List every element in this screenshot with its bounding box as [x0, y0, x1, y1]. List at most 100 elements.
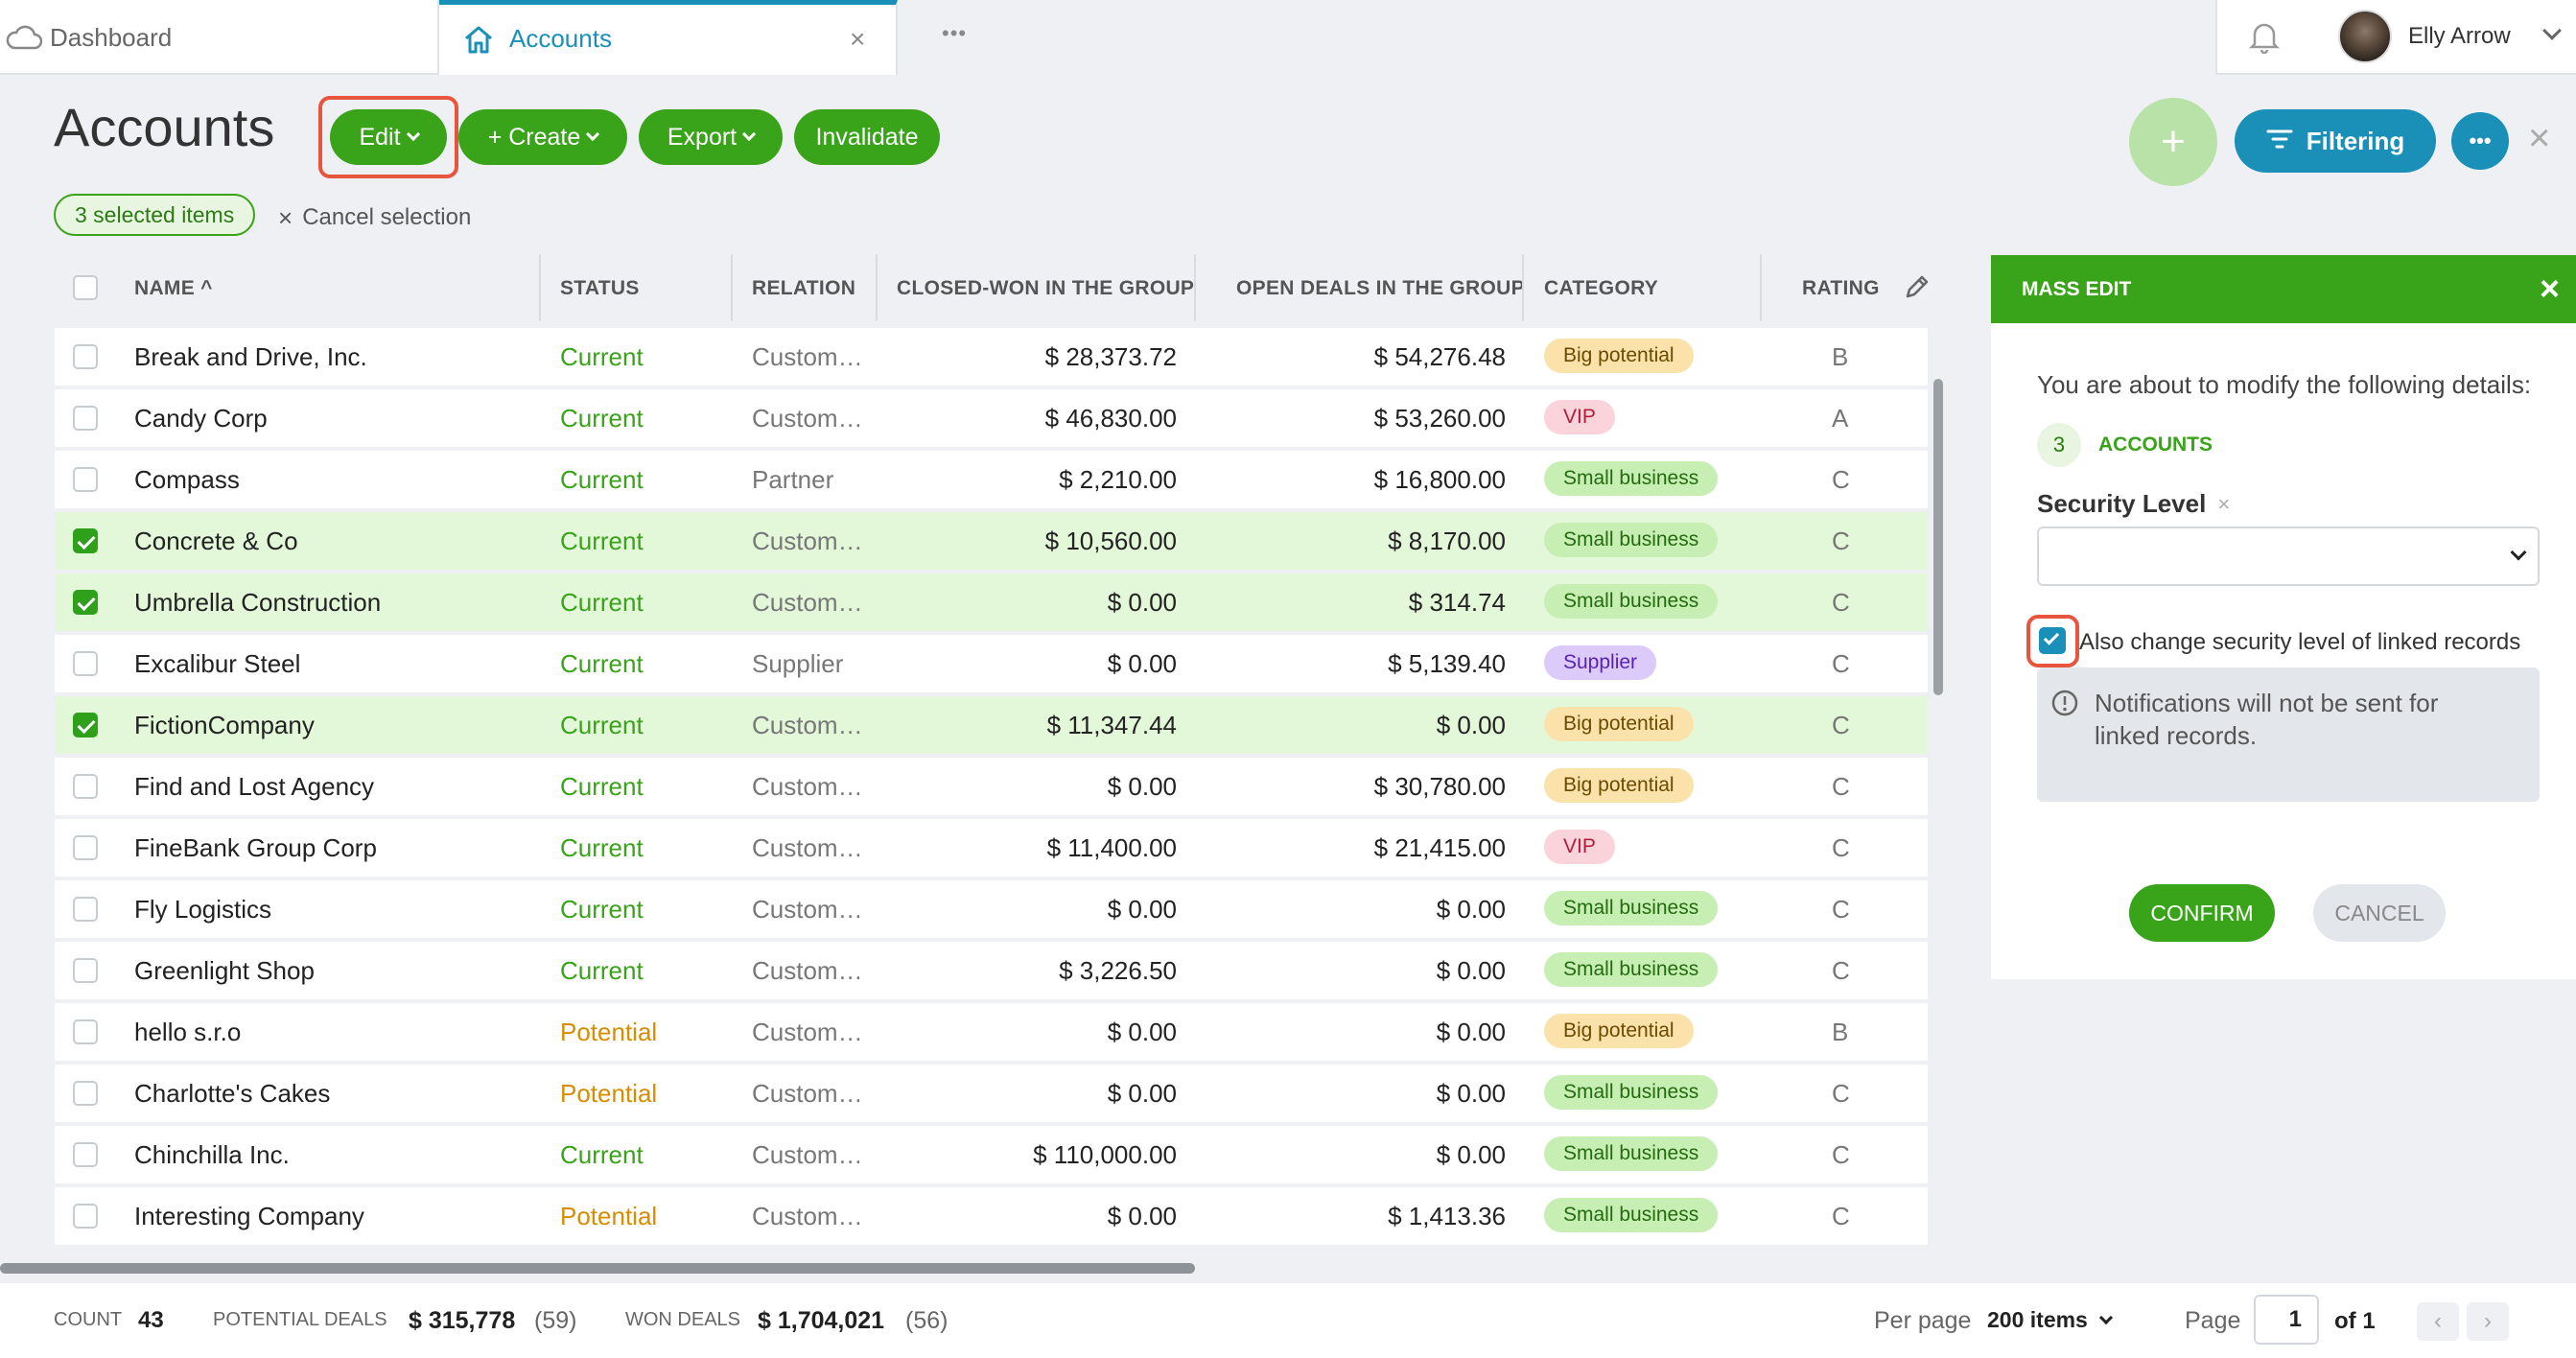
- row-checkbox[interactable]: [73, 590, 98, 615]
- column-header-category[interactable]: CATEGORY: [1544, 277, 1659, 299]
- account-status: Current: [560, 404, 644, 433]
- tab-dashboard[interactable]: Dashboard: [0, 0, 439, 75]
- row-checkbox[interactable]: [73, 1204, 98, 1229]
- account-rating: A: [1832, 404, 1849, 433]
- horizontal-scrollbar[interactable]: [0, 1263, 1195, 1274]
- next-page-button[interactable]: ›: [2467, 1302, 2509, 1341]
- vertical-scrollbar[interactable]: [1933, 379, 1943, 695]
- column-header-open-deals[interactable]: OPEN DEALS IN THE GROUP: [1236, 277, 1525, 299]
- select-all-checkbox[interactable]: [73, 275, 98, 300]
- row-checkbox[interactable]: [73, 528, 98, 553]
- more-actions-button[interactable]: •••: [2451, 112, 2509, 170]
- row-checkbox[interactable]: [73, 344, 98, 369]
- account-name[interactable]: Excalibur Steel: [134, 649, 301, 678]
- row-checkbox[interactable]: [73, 1142, 98, 1167]
- account-name[interactable]: FictionCompany: [134, 711, 315, 739]
- table-row[interactable]: Break and Drive, Inc. Current Custom… $ 28,…: [55, 328, 1928, 386]
- account-relation: Custom…: [752, 1079, 863, 1108]
- row-checkbox[interactable]: [73, 651, 98, 676]
- account-name[interactable]: FineBank Group Corp: [134, 833, 377, 862]
- column-divider[interactable]: [876, 254, 878, 321]
- edit-button[interactable]: Edit: [330, 109, 447, 165]
- remove-field-icon[interactable]: ×: [2217, 491, 2231, 516]
- close-icon[interactable]: ×: [2540, 269, 2561, 308]
- account-name[interactable]: Fly Logistics: [134, 895, 272, 924]
- row-checkbox[interactable]: [73, 1019, 98, 1044]
- row-checkbox[interactable]: [73, 406, 98, 431]
- cancel-selection-button[interactable]: × Cancel selection: [278, 204, 471, 231]
- account-name[interactable]: Interesting Company: [134, 1202, 364, 1230]
- table-row[interactable]: Candy Corp Current Custom… $ 46,830.00 $ 53,…: [55, 389, 1928, 447]
- row-checkbox[interactable]: [73, 713, 98, 738]
- page-input[interactable]: 1: [2254, 1295, 2319, 1345]
- table-row[interactable]: FineBank Group Corp Current Custom… $ 11,40…: [55, 819, 1928, 877]
- close-tab-icon[interactable]: ×: [850, 24, 866, 54]
- row-checkbox[interactable]: [73, 958, 98, 983]
- edit-columns-icon[interactable]: [1904, 273, 1931, 305]
- filtering-button[interactable]: Filtering: [2235, 109, 2436, 173]
- table-row[interactable]: Fly Logistics Current Custom… $ 0.00 $ 0.00 S…: [55, 880, 1928, 938]
- column-divider[interactable]: [1522, 254, 1524, 321]
- table-row[interactable]: Find and Lost Agency Current Custom… $ 0.00…: [55, 758, 1928, 815]
- account-name[interactable]: Charlotte's Cakes: [134, 1079, 331, 1108]
- avatar[interactable]: [2338, 10, 2392, 63]
- table-row[interactable]: Greenlight Shop Current Custom… $ 3,226.50 $…: [55, 942, 1928, 999]
- column-divider[interactable]: [1194, 254, 1196, 321]
- create-button[interactable]: + Create: [458, 109, 627, 165]
- account-name[interactable]: Compass: [134, 465, 240, 494]
- account-name[interactable]: Break and Drive, Inc.: [134, 342, 367, 371]
- row-checkbox[interactable]: [73, 835, 98, 860]
- chevron-down-icon[interactable]: [2542, 21, 2562, 42]
- category-badge: Big potential: [1544, 1014, 1694, 1048]
- column-divider[interactable]: [1760, 254, 1762, 321]
- count-label: COUNT: [54, 1309, 123, 1330]
- table-row[interactable]: Compass Current Partner $ 2,210.00 $ 16,800.…: [55, 451, 1928, 508]
- table-row[interactable]: Umbrella Construction Current Custom… $ 0.0…: [55, 574, 1928, 631]
- invalidate-button[interactable]: Invalidate: [794, 109, 940, 165]
- column-divider[interactable]: [539, 254, 541, 321]
- column-header-name[interactable]: NAME ^: [134, 277, 213, 299]
- account-name[interactable]: Umbrella Construction: [134, 588, 382, 617]
- table-row[interactable]: hello s.r.o Potential Custom… $ 0.00 $ 0.00 B…: [55, 1003, 1928, 1061]
- table-row[interactable]: Interesting Company Potential Custom… $ 0.0…: [55, 1187, 1928, 1245]
- table-row[interactable]: Concrete & Co Current Custom… $ 10,560.00 $ …: [55, 512, 1928, 570]
- table-row[interactable]: Chinchilla Inc. Current Custom… $ 110,000.0…: [55, 1126, 1928, 1183]
- column-header-closed-won[interactable]: CLOSED-WON IN THE GROUP: [897, 277, 1195, 299]
- account-rating: C: [1832, 649, 1850, 678]
- row-checkbox[interactable]: [73, 774, 98, 799]
- export-button[interactable]: Export: [639, 109, 783, 165]
- row-checkbox[interactable]: [73, 467, 98, 492]
- more-tabs-icon[interactable]: •••: [942, 21, 968, 45]
- close-icon[interactable]: ×: [2528, 117, 2551, 159]
- linked-records-checkbox[interactable]: [2039, 627, 2066, 654]
- column-header-status[interactable]: STATUS: [560, 277, 640, 299]
- account-name[interactable]: Concrete & Co: [134, 527, 298, 555]
- page-value: 1: [2288, 1306, 2302, 1332]
- previous-page-button[interactable]: ‹: [2417, 1302, 2459, 1341]
- security-level-select[interactable]: [2037, 527, 2540, 586]
- bell-icon[interactable]: [2248, 19, 2281, 59]
- user-name[interactable]: Elly Arrow: [2408, 23, 2511, 49]
- table-row[interactable]: Charlotte's Cakes Potential Custom… $ 0.00 $…: [55, 1065, 1928, 1122]
- tab-accounts[interactable]: Accounts ×: [439, 0, 898, 75]
- account-name[interactable]: Candy Corp: [134, 404, 268, 433]
- confirm-button[interactable]: CONFIRM: [2129, 884, 2275, 942]
- account-name[interactable]: Greenlight Shop: [134, 956, 315, 985]
- account-name[interactable]: Find and Lost Agency: [134, 772, 375, 801]
- add-button[interactable]: +: [2129, 98, 2217, 186]
- account-status: Current: [560, 527, 644, 555]
- row-checkbox[interactable]: [73, 897, 98, 922]
- account-name[interactable]: Chinchilla Inc.: [134, 1140, 290, 1169]
- table-row[interactable]: FictionCompany Current Custom… $ 11,347.44 $…: [55, 696, 1928, 754]
- account-name[interactable]: hello s.r.o: [134, 1018, 242, 1046]
- column-header-rating[interactable]: RATING: [1802, 277, 1880, 299]
- row-checkbox[interactable]: [73, 1081, 98, 1106]
- table-row[interactable]: Excalibur Steel Current Supplier $ 0.00 $ 5,…: [55, 635, 1928, 692]
- count-value: 43: [138, 1307, 164, 1333]
- column-header-relation[interactable]: RELATION: [752, 277, 856, 299]
- per-page-select[interactable]: 200 items: [1987, 1307, 2113, 1333]
- closed-won-value: $ 46,830.00: [1044, 404, 1177, 433]
- cancel-button[interactable]: CANCEL: [2313, 884, 2446, 942]
- selected-items-badge[interactable]: 3 selected items: [54, 194, 256, 236]
- column-divider[interactable]: [731, 254, 733, 321]
